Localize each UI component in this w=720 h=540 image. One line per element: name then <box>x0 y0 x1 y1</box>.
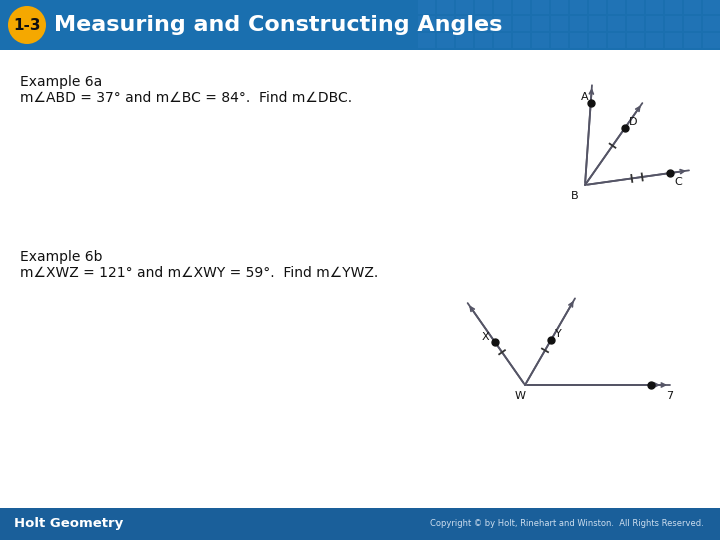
Bar <box>703 33 720 48</box>
Text: W: W <box>515 391 526 401</box>
Bar <box>684 16 701 31</box>
Text: Example 6a: Example 6a <box>20 75 102 89</box>
Bar <box>532 16 549 31</box>
Bar <box>437 33 454 48</box>
Text: Y: Y <box>555 329 562 339</box>
Bar <box>418 0 435 14</box>
Bar <box>456 0 473 14</box>
Bar <box>570 16 587 31</box>
Text: m∠XWZ = 121° and m∠XWY = 59°.  Find m∠YWZ.: m∠XWZ = 121° and m∠XWY = 59°. Find m∠YWZ… <box>20 266 378 280</box>
Bar <box>646 16 663 31</box>
Bar <box>513 16 530 31</box>
Text: B: B <box>571 191 579 201</box>
Bar <box>0 508 720 540</box>
Text: Example 6b: Example 6b <box>20 250 102 264</box>
Bar <box>418 33 435 48</box>
Bar <box>494 33 511 48</box>
Text: D: D <box>629 117 638 127</box>
Bar <box>608 33 625 48</box>
Bar <box>703 0 720 14</box>
Bar <box>608 16 625 31</box>
Text: 1-3: 1-3 <box>13 17 41 32</box>
Text: C: C <box>674 177 682 187</box>
Bar <box>665 33 682 48</box>
Bar <box>456 16 473 31</box>
Circle shape <box>8 6 46 44</box>
Bar <box>0 0 720 50</box>
Bar <box>475 33 492 48</box>
Text: Measuring and Constructing Angles: Measuring and Constructing Angles <box>54 15 503 35</box>
Text: Copyright © by Holt, Rinehart and Winston.  All Rights Reserved.: Copyright © by Holt, Rinehart and Winsto… <box>430 519 703 529</box>
Bar <box>532 0 549 14</box>
Bar <box>665 16 682 31</box>
Bar <box>551 33 568 48</box>
Bar <box>418 16 435 31</box>
Bar <box>437 16 454 31</box>
Bar <box>703 16 720 31</box>
Text: m∠ABD = 37° and m∠BC = 84°.  Find m∠DBC.: m∠ABD = 37° and m∠BC = 84°. Find m∠DBC. <box>20 91 352 105</box>
Bar <box>627 33 644 48</box>
Bar <box>684 33 701 48</box>
Bar <box>646 0 663 14</box>
Bar <box>551 16 568 31</box>
Bar <box>589 16 606 31</box>
Text: Holt Geometry: Holt Geometry <box>14 517 123 530</box>
Bar <box>570 33 587 48</box>
Bar <box>589 33 606 48</box>
Bar <box>532 33 549 48</box>
Bar <box>665 0 682 14</box>
Bar <box>551 0 568 14</box>
Bar <box>608 0 625 14</box>
Text: A: A <box>581 92 588 102</box>
Bar <box>437 0 454 14</box>
Text: 7: 7 <box>666 391 673 401</box>
Bar <box>494 0 511 14</box>
Bar <box>589 0 606 14</box>
Bar <box>627 0 644 14</box>
Bar <box>456 33 473 48</box>
Bar <box>513 33 530 48</box>
Bar <box>513 0 530 14</box>
Bar <box>627 16 644 31</box>
Bar <box>570 0 587 14</box>
Bar <box>475 0 492 14</box>
Bar <box>475 16 492 31</box>
Bar <box>684 0 701 14</box>
Bar <box>646 33 663 48</box>
Text: X: X <box>481 333 489 342</box>
Bar <box>494 16 511 31</box>
